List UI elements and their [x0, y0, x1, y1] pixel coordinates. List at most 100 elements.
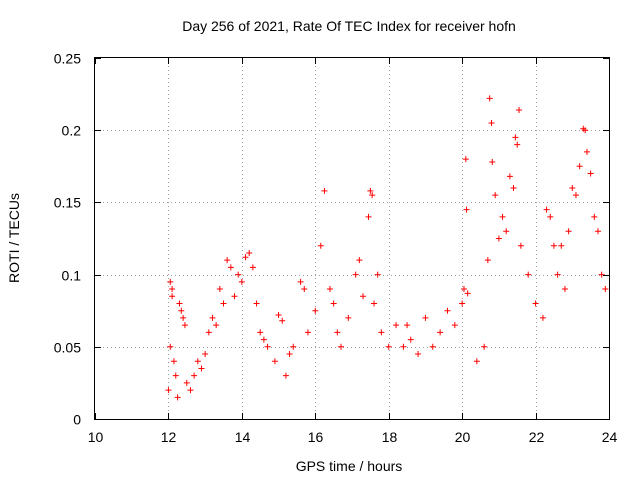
- data-point: [516, 106, 523, 113]
- data-point: [227, 264, 234, 271]
- data-points: [165, 95, 609, 401]
- x-tick-label: 14: [235, 429, 251, 445]
- y-tick-label: 0.05: [54, 340, 81, 356]
- data-point: [393, 322, 400, 329]
- data-point: [301, 286, 308, 293]
- data-point: [407, 336, 414, 343]
- data-point: [481, 343, 488, 350]
- data-point: [297, 278, 304, 285]
- data-point: [374, 271, 381, 278]
- data-point: [463, 206, 470, 213]
- data-point: [462, 156, 469, 163]
- data-point: [282, 372, 289, 379]
- data-point: [539, 314, 546, 321]
- data-point: [238, 278, 245, 285]
- data-point: [583, 148, 590, 155]
- data-point: [209, 314, 216, 321]
- data-point: [565, 228, 572, 235]
- data-point: [525, 271, 532, 278]
- x-tick-label: 20: [455, 429, 471, 445]
- data-point: [170, 358, 177, 365]
- data-point: [569, 184, 576, 191]
- data-point: [176, 300, 183, 307]
- data-point: [304, 329, 311, 336]
- data-point: [169, 293, 176, 300]
- data-point: [464, 290, 471, 297]
- data-point: [492, 192, 499, 199]
- data-point: [260, 336, 267, 343]
- data-point: [594, 228, 601, 235]
- data-point: [253, 300, 260, 307]
- data-point: [246, 249, 253, 256]
- x-tick-label: 22: [529, 429, 545, 445]
- data-point: [169, 286, 176, 293]
- data-point: [235, 271, 242, 278]
- data-point: [194, 358, 201, 365]
- data-point: [174, 394, 181, 401]
- data-point: [165, 387, 172, 394]
- data-point: [489, 158, 496, 165]
- data-point: [279, 317, 286, 324]
- data-point: [506, 173, 513, 180]
- data-point: [317, 242, 324, 249]
- data-point: [365, 213, 372, 220]
- data-point: [213, 322, 220, 329]
- data-point: [404, 322, 411, 329]
- y-tick-label: 0: [73, 412, 81, 428]
- data-point: [512, 134, 519, 141]
- x-axis-title: GPS time / hours: [296, 458, 403, 474]
- data-point: [400, 343, 407, 350]
- data-point: [337, 343, 344, 350]
- data-point: [191, 372, 198, 379]
- data-point: [532, 300, 539, 307]
- data-point: [495, 235, 502, 242]
- axis-ticks: 10 12 14 16 18 20 22 24 0 0.05 0.1 0.15 0.2 0.25: [54, 51, 618, 446]
- data-point: [369, 192, 376, 199]
- data-point: [510, 184, 517, 191]
- data-point: [422, 314, 429, 321]
- data-point: [326, 286, 333, 293]
- grid: [95, 58, 609, 419]
- data-point: [488, 119, 495, 126]
- data-point: [576, 163, 583, 170]
- data-point: [561, 286, 568, 293]
- data-point: [429, 343, 436, 350]
- data-point: [367, 187, 374, 194]
- data-point: [486, 95, 493, 102]
- x-tick-label: 10: [88, 429, 104, 445]
- chart-title: Day 256 of 2021, Rate Of TEC Index for r…: [182, 18, 516, 34]
- x-tick-label: 18: [382, 429, 398, 445]
- data-point: [459, 300, 466, 307]
- data-point: [224, 257, 231, 264]
- data-point: [554, 271, 561, 278]
- data-point: [415, 351, 422, 358]
- plot-frame: [94, 57, 610, 420]
- data-point: [437, 329, 444, 336]
- data-point: [242, 254, 249, 261]
- data-point: [582, 127, 589, 134]
- data-point: [356, 257, 363, 264]
- data-point: [231, 293, 238, 300]
- x-tick-label: 24: [602, 429, 618, 445]
- data-point: [360, 293, 367, 300]
- data-point: [167, 343, 174, 350]
- data-point: [543, 206, 550, 213]
- data-point: [517, 242, 524, 249]
- data-point: [503, 228, 510, 235]
- data-point: [550, 242, 557, 249]
- data-point: [264, 343, 271, 350]
- data-point: [172, 372, 179, 379]
- data-point: [385, 343, 392, 350]
- data-point: [216, 286, 223, 293]
- data-point: [499, 213, 506, 220]
- data-point: [286, 351, 293, 358]
- data-point: [181, 322, 188, 329]
- x-tick-label: 16: [308, 429, 324, 445]
- data-point: [183, 379, 190, 386]
- data-point: [352, 271, 359, 278]
- data-point: [378, 329, 385, 336]
- x-tick-label: 12: [161, 429, 177, 445]
- data-point: [602, 286, 609, 293]
- data-point: [598, 271, 605, 278]
- data-point: [187, 387, 194, 394]
